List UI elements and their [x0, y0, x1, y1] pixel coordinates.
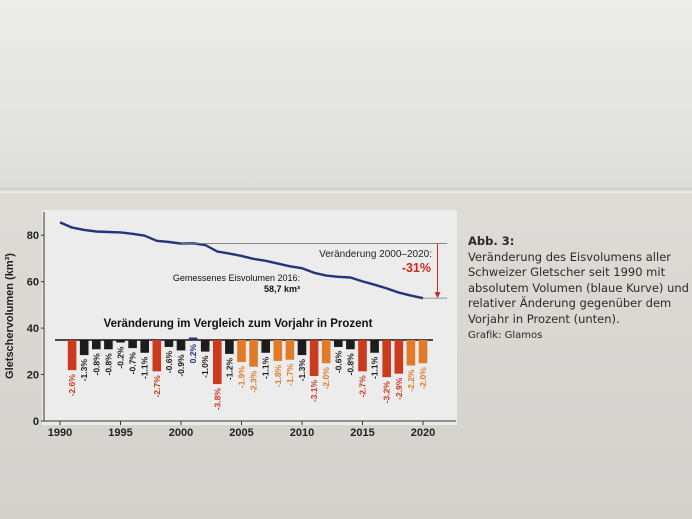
change-bar-label: -0.6% — [333, 351, 343, 374]
measured-volume-label: Gemessenes Eisvolumen 2016: — [173, 273, 300, 283]
change-bar-label: -0.7% — [128, 352, 138, 375]
change-bar — [188, 337, 198, 340]
caption-title: Abb. 3: — [468, 234, 515, 248]
change-bar-label: -1.1% — [140, 356, 150, 379]
change-bar — [346, 340, 355, 350]
x-tick-label: 2000 — [169, 427, 193, 439]
change-bar-label: -3.2% — [382, 381, 392, 404]
change-bar-label: -2.9% — [394, 377, 404, 400]
measured-volume-value: 58,7 km³ — [264, 284, 300, 294]
change-bar-label: -1.9% — [237, 366, 247, 389]
change-bar-label: -2.6% — [67, 374, 77, 397]
change-bar-label: -1.0% — [200, 355, 210, 378]
change-bar — [418, 340, 428, 364]
change-bar — [394, 340, 404, 374]
y-ticks: 0 20 40 60 80 — [27, 230, 44, 428]
change-bar-label: -1.8% — [273, 364, 283, 387]
change-bar-label: -0.6% — [164, 351, 174, 374]
change-bar — [128, 340, 137, 349]
change-bar — [297, 340, 307, 356]
page-edge — [0, 188, 692, 193]
y-tick-label: 0 — [33, 416, 39, 428]
change-bar — [104, 340, 113, 350]
change-bar-label: -0.8% — [345, 353, 355, 376]
y-tick-label: 20 — [27, 370, 39, 382]
x-tick-label: 2020 — [411, 427, 435, 439]
change-bar — [237, 340, 246, 363]
change-value: -31% — [402, 261, 431, 275]
change-bar — [176, 340, 186, 351]
change-bar — [225, 340, 234, 354]
change-bar — [285, 340, 295, 360]
change-bar — [382, 340, 391, 378]
change-bar — [200, 340, 210, 352]
change-bar — [273, 340, 283, 361]
x-tick-label: 1990 — [48, 427, 72, 439]
x-tick-label: 1995 — [108, 427, 132, 439]
x-tick-label: 2010 — [290, 427, 314, 439]
change-bar-label: -2.7% — [358, 375, 368, 398]
change-bar — [358, 340, 367, 372]
change-arrow-head — [434, 292, 441, 299]
change-bar-label: -2.3% — [249, 370, 259, 393]
change-bar — [261, 340, 270, 353]
change-bar-label: -1.3% — [79, 359, 89, 382]
y-axis-label: Gletschervolumen (km³) — [4, 253, 16, 379]
x-ticks: 1990 1995 2000 2005 2010 2015 2020 — [48, 421, 435, 439]
change-bar — [249, 340, 258, 367]
change-bar-label: -0.8% — [91, 353, 101, 376]
change-marker — [181, 243, 448, 299]
change-bar-label: -2.7% — [152, 375, 162, 398]
change-bar — [79, 340, 89, 356]
change-bar — [67, 340, 77, 371]
y-tick-label: 60 — [27, 277, 39, 289]
change-bar-label: -1.2% — [224, 357, 234, 380]
bar-panel-title: Veränderung im Vergleich zum Vorjahr in … — [104, 318, 373, 330]
caption-credit: Grafik: Glamos — [468, 330, 543, 341]
change-bar-label: -0.2% — [116, 346, 126, 369]
change-bar — [92, 340, 101, 350]
change-bar — [370, 340, 379, 353]
change-bar-label: -3.8% — [212, 388, 222, 411]
change-bar — [406, 340, 416, 366]
change-bar — [164, 340, 174, 347]
change-bar — [321, 340, 331, 364]
x-tick-label: 2015 — [350, 427, 374, 439]
change-bar-label: -2.0% — [321, 367, 331, 390]
chart-plot-background — [42, 210, 457, 425]
change-bar-label: -2.0% — [418, 367, 428, 390]
y-tick-label: 80 — [27, 230, 39, 242]
change-bar — [152, 340, 162, 372]
change-bar — [334, 340, 343, 347]
change-bar-label: 0.2% — [188, 344, 198, 364]
change-bar-label: -2.2% — [406, 369, 416, 392]
change-bar-label: -0.9% — [176, 354, 186, 377]
change-bar-label: -1.3% — [297, 359, 307, 382]
change-label: Veränderung 2000–2020: — [319, 249, 432, 260]
x-tick-label: 2005 — [229, 427, 253, 439]
change-bar — [116, 340, 125, 343]
volume-line — [59, 221, 424, 300]
change-bar — [140, 340, 149, 353]
change-bar-label: -3.1% — [309, 380, 319, 403]
change-bar-label: -0.8% — [103, 353, 113, 376]
change-bar-label: -1.7% — [285, 363, 295, 386]
previous-page — [0, 0, 692, 190]
change-bar-label: -1.1% — [370, 356, 380, 379]
figure-caption: Abb. 3: Veränderung des Eisvolumens alle… — [468, 234, 690, 344]
caption-text: Veränderung des Eisvolumens aller Schwei… — [468, 249, 689, 326]
bar-panel: -2.6%-1.3% -0.8% -0.8% -0.2% -0.7% -1.1%-2.7%… — [55, 337, 433, 411]
change-bar — [309, 340, 319, 376]
change-bar — [213, 340, 222, 385]
y-tick-label: 40 — [27, 323, 39, 335]
change-bar-label: -1.1% — [261, 356, 271, 379]
